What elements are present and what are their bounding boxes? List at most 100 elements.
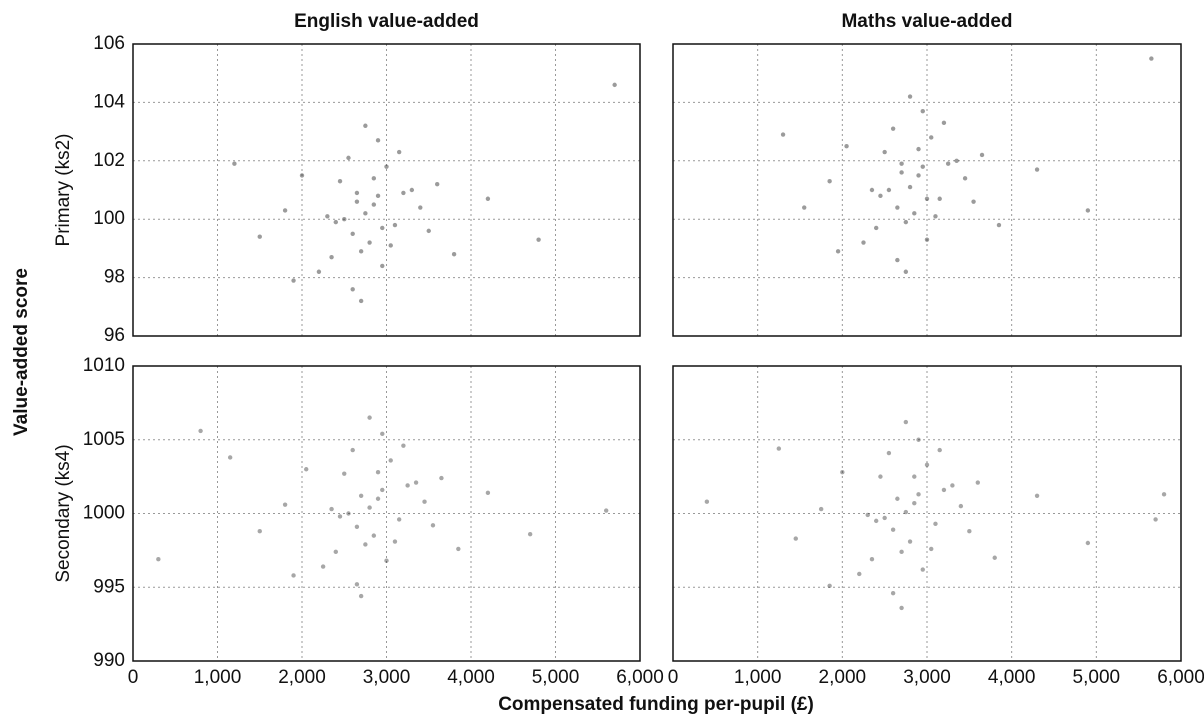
- point: [912, 500, 917, 506]
- point: [776, 446, 782, 451]
- point: [435, 181, 440, 187]
- point: [375, 470, 381, 475]
- point: [924, 196, 930, 201]
- y-tick-label: 1010: [83, 355, 125, 376]
- point: [882, 515, 887, 521]
- point: [612, 82, 617, 88]
- x-tick-label: 5,000: [1073, 667, 1121, 688]
- point: [899, 605, 904, 611]
- point: [958, 503, 964, 509]
- point: [232, 161, 237, 166]
- point: [865, 512, 870, 518]
- point: [485, 490, 491, 496]
- point: [384, 558, 389, 563]
- point: [380, 487, 385, 493]
- x-tick-label: 2,000: [819, 667, 867, 688]
- point: [916, 437, 921, 442]
- point: [924, 462, 930, 468]
- point: [363, 211, 368, 216]
- point: [333, 549, 338, 555]
- point: [350, 447, 355, 453]
- point: [156, 557, 161, 562]
- point: [346, 511, 351, 516]
- row-label: Secondary (ks4): [53, 444, 74, 582]
- y-tick-label: 990: [93, 650, 125, 671]
- point: [962, 176, 968, 181]
- point: [912, 474, 917, 479]
- x-tick-label: 6,000: [616, 667, 664, 688]
- point: [950, 483, 955, 488]
- point: [903, 269, 909, 274]
- point: [392, 539, 398, 544]
- point: [380, 225, 385, 231]
- point: [1034, 493, 1040, 498]
- point: [363, 123, 368, 128]
- point: [375, 193, 381, 199]
- point: [401, 190, 406, 196]
- point: [895, 205, 900, 210]
- point: [299, 173, 305, 178]
- x-tick-label: 1,000: [734, 667, 782, 688]
- point: [827, 583, 832, 588]
- point: [380, 263, 385, 269]
- point: [329, 506, 334, 512]
- point: [422, 499, 427, 504]
- point: [358, 593, 364, 599]
- point: [354, 199, 360, 204]
- y-tick-label: 102: [93, 150, 125, 171]
- point: [874, 518, 879, 524]
- point: [325, 214, 330, 219]
- point: [975, 480, 980, 485]
- point: [920, 567, 925, 572]
- point: [704, 499, 710, 504]
- point: [890, 527, 896, 532]
- point: [857, 571, 862, 577]
- point: [844, 144, 849, 149]
- y-tick-label: 100: [93, 208, 125, 229]
- point: [971, 199, 976, 204]
- point: [1153, 517, 1158, 522]
- x-tick-label: 1,000: [194, 667, 242, 688]
- point: [818, 506, 824, 512]
- point: [912, 211, 917, 216]
- point: [291, 278, 296, 283]
- point: [954, 158, 959, 163]
- point: [780, 132, 786, 137]
- point: [304, 467, 309, 472]
- point: [329, 254, 334, 260]
- point: [396, 517, 402, 522]
- point: [375, 138, 381, 143]
- point: [878, 193, 883, 199]
- point: [380, 431, 385, 437]
- point: [367, 415, 372, 420]
- point: [527, 531, 533, 537]
- point: [907, 184, 913, 190]
- point: [418, 205, 423, 210]
- x-tick-label: 6,000: [1157, 667, 1204, 688]
- point: [924, 237, 930, 242]
- point: [979, 152, 985, 158]
- point: [384, 164, 389, 169]
- point: [401, 443, 406, 448]
- point: [405, 483, 410, 488]
- point: [903, 419, 909, 425]
- x-tick-label: 4,000: [988, 667, 1036, 688]
- point: [861, 240, 866, 245]
- point: [388, 243, 393, 248]
- point: [929, 546, 934, 552]
- point: [371, 176, 377, 181]
- point: [916, 492, 921, 497]
- point: [886, 187, 892, 193]
- y-tick-label: 96: [104, 325, 125, 346]
- point: [916, 173, 921, 178]
- point: [1085, 208, 1091, 213]
- point: [354, 582, 360, 587]
- x-tick-label: 3,000: [363, 667, 411, 688]
- point: [895, 257, 900, 263]
- point: [350, 231, 355, 236]
- point: [409, 187, 415, 193]
- y-tick-label: 995: [93, 576, 125, 597]
- point: [198, 428, 203, 434]
- point: [907, 539, 913, 544]
